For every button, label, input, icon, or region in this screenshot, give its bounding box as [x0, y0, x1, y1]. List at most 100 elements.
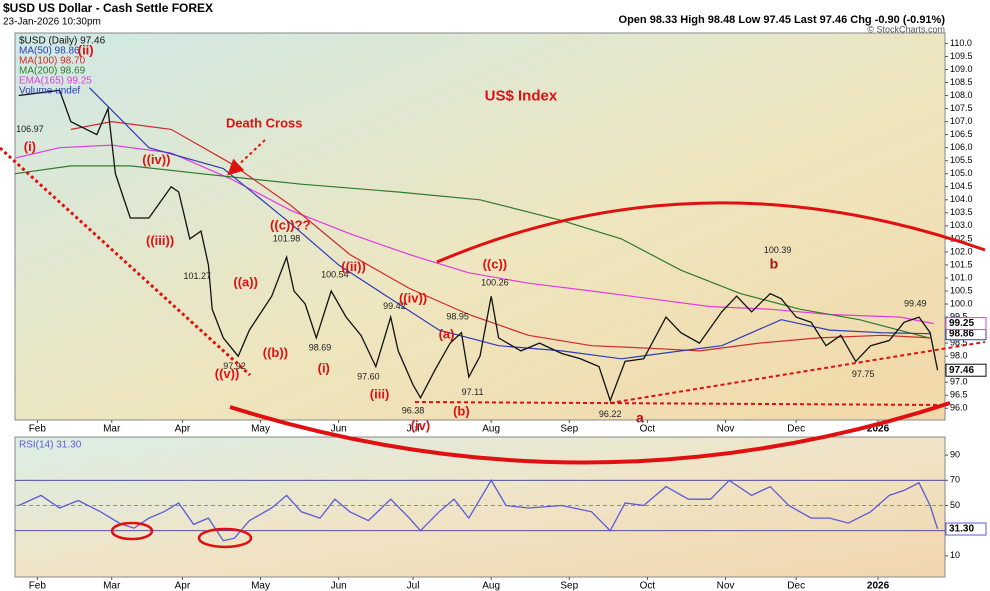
x-tick-label: Nov — [717, 424, 735, 435]
legend-entry: Volume undef — [19, 86, 80, 97]
y-tick-label: 104.0 — [950, 194, 973, 204]
annotation: ((b)) — [263, 345, 288, 360]
annotation: 97.75 — [852, 369, 875, 379]
annotation: (ii) — [78, 43, 94, 58]
series-line — [14, 165, 931, 339]
annotation: ((c))?? — [270, 217, 310, 232]
y-tick-label: 10 — [950, 550, 960, 560]
annotation: US$ Index — [485, 88, 558, 105]
y-tick-label: 105.5 — [950, 155, 973, 165]
annotation: (a) — [439, 327, 455, 342]
end-label: 97.46 — [949, 365, 974, 376]
annotation: (i) — [24, 139, 36, 154]
annotation: 99.49 — [904, 298, 927, 308]
y-tick-label: 103.5 — [950, 207, 973, 217]
legend-entry: MA(100) 98.70 — [19, 56, 86, 67]
y-tick-label: 106.0 — [950, 142, 973, 152]
y-tick-label: 96.0 — [950, 403, 968, 413]
annotation: 98.69 — [309, 343, 332, 353]
x-tick-label: 2026 — [867, 424, 890, 435]
x-tick-label: Oct — [640, 424, 656, 435]
y-tick-label: 100.0 — [950, 298, 973, 308]
series-line — [88, 87, 931, 360]
y-tick-label: 90 — [950, 450, 960, 460]
annotation: (b) — [453, 404, 470, 419]
legend-entry: $USD (Daily) 97.46 — [19, 36, 106, 47]
annotation: ((v)) — [215, 366, 240, 381]
annotation: Death Cross — [226, 116, 303, 131]
annotation: b — [770, 256, 779, 272]
annotation: 106.97 — [16, 124, 44, 134]
x-tick-label: Apr — [175, 581, 191, 591]
credit: © StockCharts.com — [867, 24, 945, 34]
arc-bottom — [229, 401, 951, 465]
annotation: (i) — [318, 361, 330, 376]
trend-overlays — [0, 139, 986, 549]
annotation: ((iv)) — [399, 290, 427, 305]
end-label-box — [945, 363, 987, 377]
rising-line — [609, 341, 986, 404]
end-label: 31.30 — [949, 524, 974, 535]
x-tick-label: Jul — [407, 581, 420, 591]
annotation: 98.95 — [446, 311, 469, 321]
legend-entry: MA(50) 98.86 — [19, 46, 80, 57]
y-tick-label: 105.0 — [950, 168, 973, 178]
annotation: 99.42 — [383, 301, 406, 311]
x-tick-label: Jun — [331, 581, 347, 591]
x-tick-label: Dec — [787, 424, 805, 435]
y-tick-label: 98.5 — [950, 337, 968, 347]
series-line — [70, 120, 931, 352]
legend-entry: MA(200) 98.69 — [19, 66, 86, 77]
end-label-box — [945, 317, 987, 331]
y-tick-label: 103.0 — [950, 220, 973, 230]
annotation: a — [636, 409, 644, 425]
price-panel — [14, 32, 946, 421]
annotation: 100.54 — [321, 270, 349, 280]
quote: Open 98.33 High 98.48 Low 97.45 Last 97.… — [619, 14, 946, 26]
x-tick-label: Oct — [640, 581, 656, 591]
annotation: 97.11 — [462, 387, 484, 397]
series-line — [14, 144, 934, 325]
x-tick-label: Sep — [560, 581, 578, 591]
annotation: ((c)) — [483, 256, 508, 271]
annotation: (iii) — [370, 387, 390, 402]
x-tick-label: May — [251, 424, 270, 435]
x-tick-label: 2026 — [867, 581, 890, 591]
annotation: 97.92 — [223, 361, 246, 371]
rsi-panel — [14, 436, 946, 578]
series-line — [18, 479, 939, 542]
y-tick-label: 102.0 — [950, 246, 973, 256]
x-tick-label: Feb — [29, 581, 47, 591]
oversold-circle — [197, 527, 253, 549]
series-line — [18, 89, 939, 403]
y-tick-label: 108.5 — [950, 77, 973, 87]
annotation: 97.60 — [357, 371, 380, 381]
legend-entry: RSI(14) 31.30 — [19, 440, 82, 451]
arc-top — [436, 201, 986, 264]
plot: 96.096.597.097.598.098.599.099.5100.0100… — [14, 36, 987, 591]
x-tick-label: Mar — [103, 581, 121, 591]
y-tick-label: 70 — [950, 475, 960, 485]
end-label: 99.25 — [949, 318, 974, 329]
y-tick-label: 108.0 — [950, 90, 973, 100]
annotation: 101.98 — [273, 233, 301, 243]
y-tick-label: 98.0 — [950, 351, 968, 361]
annotation: 96.22 — [599, 409, 622, 419]
death-cross-arrow — [227, 139, 266, 176]
x-tick-label: Nov — [717, 581, 735, 591]
y-tick-label: 101.0 — [950, 272, 973, 282]
x-tick-label: Sep — [560, 424, 578, 435]
annotation: 100.26 — [481, 278, 509, 288]
x-tick-label: Mar — [103, 424, 121, 435]
annotation: 96.38 — [402, 405, 425, 415]
annotation: ((a)) — [233, 275, 258, 290]
y-tick-label: 102.5 — [950, 233, 973, 243]
y-tick-label: 101.5 — [950, 259, 973, 269]
y-tick-label: 110.0 — [950, 38, 972, 48]
y-tick-label: 97.0 — [950, 377, 968, 387]
end-label: 98.86 — [949, 328, 974, 339]
y-tick-label: 100.5 — [950, 285, 973, 295]
y-tick-label: 107.0 — [950, 116, 973, 126]
y-tick-label: 109.0 — [950, 64, 973, 74]
y-tick-label: 106.5 — [950, 129, 973, 139]
